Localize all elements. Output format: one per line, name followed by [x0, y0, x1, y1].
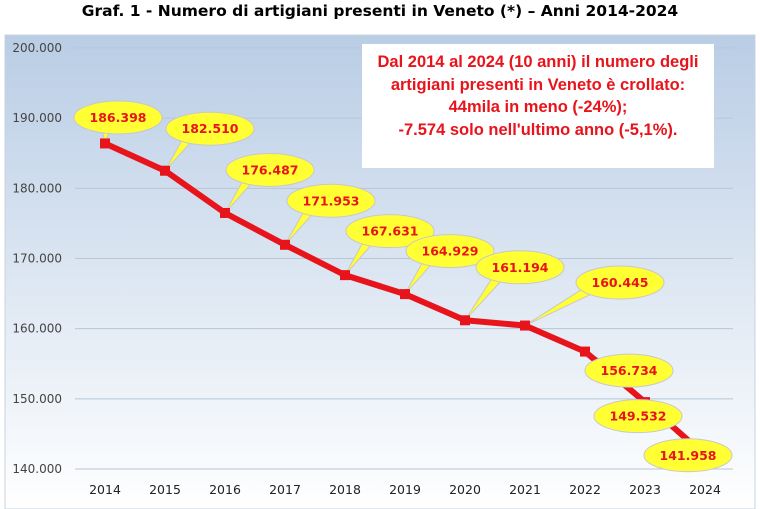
annotation-box: Dal 2014 al 2024 (10 anni) il numero deg… — [362, 44, 714, 168]
annotation-line-4: -7.574 solo nell'ultimo anno (-5,1%). — [398, 120, 678, 139]
data-label: 156.734 — [601, 363, 658, 378]
y-tick-label: 170.000 — [12, 252, 62, 266]
callout-bubble — [575, 265, 665, 300]
x-tick-label: 2018 — [329, 482, 361, 497]
data-label: 176.487 — [242, 162, 299, 177]
x-tick-label: 2024 — [689, 482, 721, 497]
y-tick-label: 150.000 — [12, 392, 62, 406]
data-point — [400, 289, 410, 300]
data-point — [220, 207, 230, 218]
data-label: 141.958 — [660, 448, 717, 463]
data-point — [520, 320, 530, 331]
callout-bubble — [475, 250, 565, 285]
data-labels: 186.398 182.510 176.487 171.953 167.631164.9… — [73, 100, 733, 473]
x-tick-label: 2016 — [209, 482, 241, 497]
data-label: 161.194 — [492, 260, 549, 275]
data-label: 160.445 — [592, 275, 649, 290]
data-label: 149.532 — [610, 409, 667, 424]
data-point — [100, 138, 110, 149]
x-tick-label: 2015 — [149, 482, 181, 497]
x-tick-label: 2023 — [629, 482, 661, 497]
y-axis: 140.000 150.000 160.000 170.000 180.000 190.0… — [12, 41, 62, 476]
data-label: 167.631 — [362, 224, 419, 239]
callout-bubble — [593, 399, 683, 434]
data-point — [280, 239, 290, 250]
callout-bubble — [286, 183, 376, 218]
data-point — [340, 270, 350, 281]
y-tick-label: 160.000 — [12, 322, 62, 336]
annotation-line-2: artigiani presenti in Veneto è crollato: — [390, 75, 686, 94]
data-label: 164.929 — [422, 244, 479, 259]
chart-title: Graf. 1 - Numero di artigiani presenti i… — [81, 2, 679, 20]
callout-bubble — [165, 111, 255, 146]
x-tick-label: 2022 — [569, 482, 601, 497]
data-point — [160, 165, 170, 176]
callout-bubble — [584, 353, 674, 388]
data-point — [460, 315, 470, 326]
callout-bubble — [225, 152, 315, 187]
callout-bubble — [345, 214, 435, 249]
x-tick-label: 2014 — [89, 482, 121, 497]
x-axis: 2014 2015 2016 2017 2018 2019 2020 2021 2022 2023… — [89, 482, 721, 497]
data-point — [580, 346, 590, 357]
data-label: 186.398 — [90, 110, 147, 125]
x-tick-label: 2017 — [269, 482, 301, 497]
x-tick-label: 2019 — [389, 482, 421, 497]
callout-bubble — [643, 438, 733, 473]
annotation-line-3: 44mila in meno (-24%); — [448, 98, 628, 116]
y-tick-label: 180.000 — [12, 181, 62, 195]
callout-bubble — [73, 100, 163, 135]
x-tick-label: 2020 — [449, 482, 481, 497]
x-tick-label: 2021 — [509, 482, 541, 497]
callout-bubble — [405, 234, 495, 269]
data-label: 171.953 — [303, 193, 360, 208]
annotation-line-1: Dal 2014 al 2024 (10 anni) il numero deg… — [377, 53, 699, 71]
y-tick-label: 190.000 — [12, 111, 62, 125]
data-label: 182.510 — [182, 121, 239, 136]
y-tick-label: 140.000 — [12, 462, 62, 476]
y-tick-label: 200.000 — [12, 41, 62, 55]
